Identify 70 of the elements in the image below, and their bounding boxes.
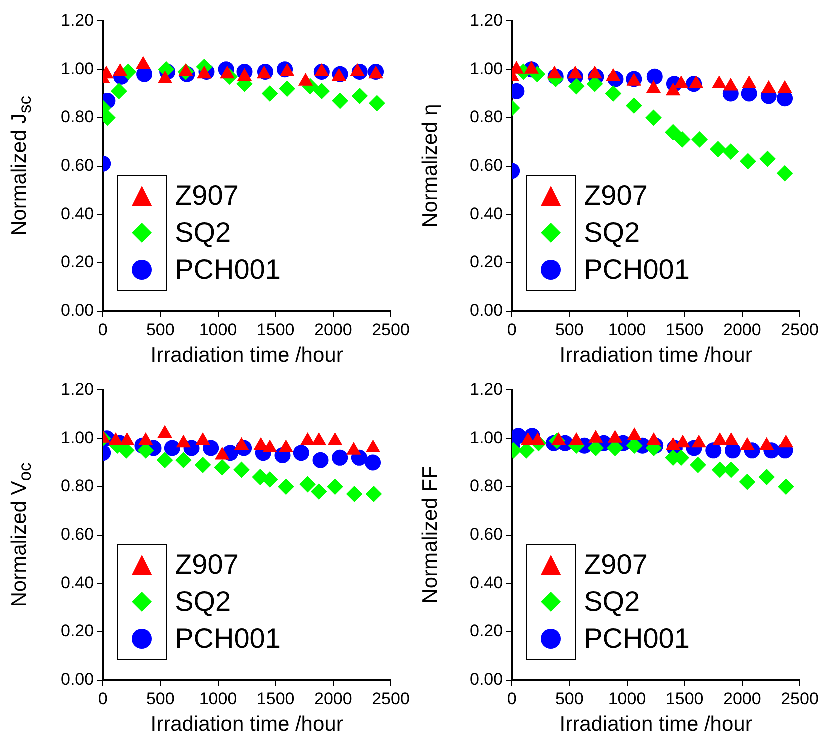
y-tick-label: 1.00 [470, 428, 504, 448]
y-tick-label: 0.80 [470, 476, 504, 496]
x-tick-label: 2500 [372, 689, 410, 708]
x-tick-label: 0 [98, 689, 108, 708]
y-tick-label: 0.60 [60, 156, 94, 175]
y-axis-title: Normalized η [419, 104, 443, 228]
x-tick-label: 1000 [608, 320, 646, 340]
y-tick-label: 1.20 [470, 380, 504, 399]
x-axis-title: Irradiation time /hour [560, 344, 752, 368]
legend-label: SQ2 [584, 585, 642, 619]
x-tick-label: 500 [555, 320, 584, 340]
y-tick-label: 1.00 [470, 59, 504, 78]
legend-label: SQ2 [175, 216, 232, 250]
x-tick-label: 2000 [724, 689, 762, 708]
y-tick-label: 1.20 [60, 10, 94, 30]
x-tick-label: 0 [507, 689, 517, 708]
x-axis-title: Irradiation time /hour [150, 344, 344, 368]
y-tick-label: 0.40 [60, 204, 94, 224]
y-tick-label: 0.40 [60, 573, 94, 592]
y-tick-label: 0.00 [60, 301, 94, 320]
y-tick-label: 0.20 [60, 252, 94, 272]
y-tick-label: 0.80 [60, 476, 94, 496]
x-tick-label: 2000 [314, 320, 352, 340]
legend-label: PCH001 [175, 622, 281, 656]
x-axis-title: Irradiation time /hour [150, 713, 344, 736]
legend-label: Z907 [175, 548, 240, 582]
x-tick-label: 2500 [372, 320, 410, 340]
legend-label: SQ2 [175, 585, 232, 619]
y-tick-label: 0.60 [470, 524, 504, 544]
y-tick-label: 0.40 [470, 204, 504, 224]
x-tick-label: 2500 [781, 689, 819, 708]
legend-label: Z907 [175, 179, 240, 213]
x-tick-label: 1000 [608, 689, 646, 708]
x-tick-label: 2000 [314, 689, 352, 708]
y-tick-label: 0.00 [60, 670, 94, 690]
y-tick-label: 0.60 [60, 524, 94, 544]
y-tick-label: 0.20 [60, 622, 94, 641]
y-tick-label: 0.20 [470, 622, 504, 641]
legend-label: SQ2 [584, 216, 642, 250]
y-tick-label: 1.00 [60, 428, 94, 448]
legend-label: Z907 [584, 179, 649, 213]
y-tick-label: 0.20 [470, 252, 504, 272]
legend-label: PCH001 [175, 253, 281, 287]
y-tick-label: 1.20 [60, 380, 94, 399]
x-axis-title: Irradiation time /hour [560, 713, 752, 736]
x-tick-label: 1500 [666, 320, 704, 340]
y-tick-label: 0.80 [470, 108, 504, 127]
x-tick-label: 0 [98, 320, 108, 340]
x-tick-label: 500 [555, 689, 584, 708]
y-tick-label: 0.00 [470, 670, 504, 690]
x-tick-label: 1500 [256, 689, 295, 708]
x-tick-label: 500 [146, 689, 175, 708]
y-tick-label: 0.60 [470, 156, 504, 175]
legend-label: Z907 [584, 548, 649, 582]
x-tick-label: 1500 [666, 689, 704, 708]
y-tick-label: 0.80 [60, 108, 94, 127]
x-tick-label: 1000 [199, 320, 238, 340]
x-tick-label: 500 [146, 320, 175, 340]
x-tick-label: 2500 [781, 320, 819, 340]
y-axis-title: Normalized FF [419, 466, 443, 604]
y-tick-label: 0.00 [470, 301, 504, 320]
legend-label: PCH001 [584, 622, 690, 656]
x-tick-label: 0 [507, 320, 517, 340]
y-tick-label: 1.20 [470, 10, 504, 30]
x-tick-label: 1000 [199, 689, 238, 708]
legend-label: PCH001 [584, 253, 690, 287]
y-tick-label: 0.40 [470, 573, 504, 592]
x-tick-label: 2000 [724, 320, 762, 340]
y-tick-label: 1.00 [60, 59, 94, 78]
x-tick-label: 1500 [256, 320, 295, 340]
